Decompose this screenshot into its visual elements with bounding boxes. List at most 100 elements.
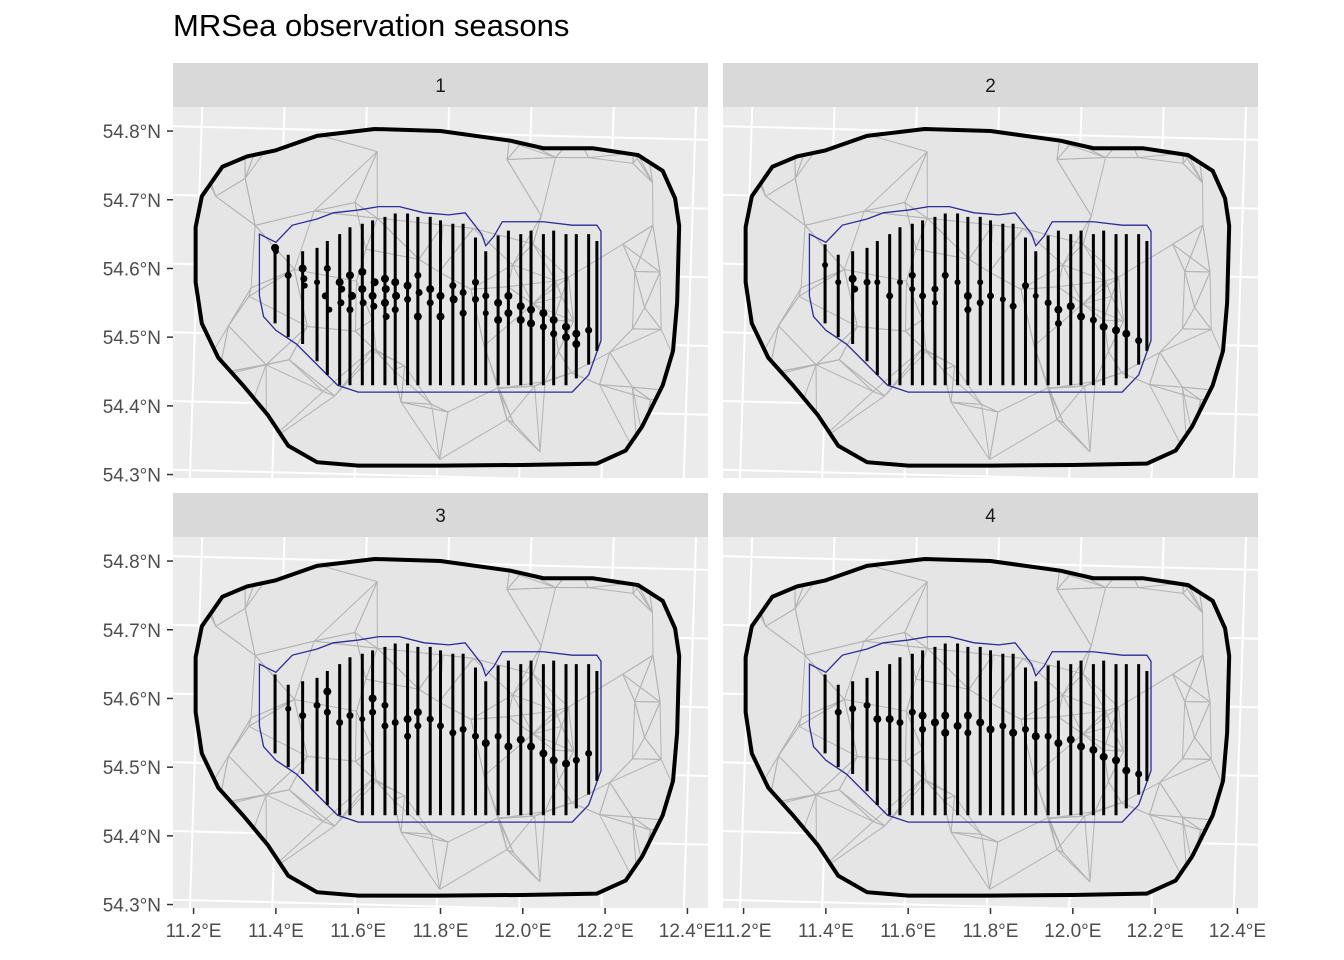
mesh-edge <box>254 210 315 226</box>
observation-point <box>471 732 479 740</box>
mesh-edge <box>1194 701 1211 738</box>
observation-point <box>953 721 962 730</box>
observation-point <box>314 279 321 286</box>
mesh-edge <box>1082 215 1092 245</box>
mesh-edge <box>307 325 356 332</box>
mesh-edge <box>838 789 885 827</box>
mesh-edge <box>1084 816 1091 882</box>
mesh-edge <box>1059 141 1106 158</box>
mesh-edge <box>1056 849 1064 854</box>
mesh-edge <box>950 795 956 833</box>
x-tick-label: 12.4°E <box>659 921 716 942</box>
mesh-edge <box>532 645 542 675</box>
mesh-edge <box>334 777 374 827</box>
observation-point <box>572 756 580 764</box>
mesh-edge <box>838 326 858 361</box>
mesh-edge <box>506 587 556 591</box>
observation-point <box>849 705 857 713</box>
mesh-edge <box>365 678 420 690</box>
observation-point <box>919 292 927 300</box>
mesh-edge <box>438 228 474 273</box>
mesh-edge <box>634 224 654 272</box>
observation-point <box>494 732 502 740</box>
mesh-edge <box>571 351 611 374</box>
mesh-edge <box>506 589 542 647</box>
observation-point <box>963 291 972 300</box>
mesh-edge <box>313 581 378 642</box>
mesh-edge <box>863 581 928 642</box>
mesh-edge <box>609 758 633 783</box>
mesh-edge <box>1103 319 1124 322</box>
x-tick-label: 12.4°E <box>1209 921 1266 942</box>
mesh-edge <box>644 737 662 760</box>
observation-point <box>414 271 422 279</box>
mesh-edge <box>1082 706 1119 735</box>
observation-point <box>482 292 490 300</box>
mesh-edge <box>884 347 924 397</box>
mesh-edge <box>815 326 858 366</box>
mesh-edge <box>1094 781 1109 812</box>
mesh-edge <box>534 816 541 882</box>
observation-point <box>368 291 377 300</box>
mesh-edge <box>1138 587 1183 594</box>
observation-point <box>550 330 558 338</box>
observation-point <box>896 719 904 726</box>
mesh-edge <box>609 352 633 388</box>
mesh-edge <box>942 799 982 835</box>
mesh-edge <box>322 347 374 392</box>
mesh-edge <box>1209 271 1212 330</box>
mesh-edge <box>951 831 982 835</box>
observation-point <box>539 323 547 331</box>
mesh-edge <box>1063 852 1091 883</box>
inner-boundary <box>258 635 602 823</box>
mesh-edge <box>1056 587 1106 591</box>
mesh-edge <box>1149 814 1201 831</box>
mesh-edge <box>631 701 636 759</box>
observation-point <box>822 262 829 269</box>
mesh-edge <box>838 359 885 397</box>
mesh-edge <box>1184 654 1204 702</box>
mesh-edge <box>288 359 335 397</box>
observation-point <box>1044 299 1052 307</box>
mesh-edge <box>634 701 661 703</box>
observation-point <box>585 749 593 757</box>
mesh-edge <box>1022 228 1064 266</box>
observation-point <box>1032 292 1039 299</box>
observation-point <box>941 271 949 279</box>
mesh-edge <box>950 401 991 460</box>
observation-point <box>426 285 435 294</box>
mesh-edge <box>1056 571 1060 590</box>
observation-point <box>298 264 307 273</box>
y-tick-label: 54.8°N <box>103 122 161 143</box>
observation-point <box>986 725 995 734</box>
observation-point <box>572 340 581 349</box>
mesh-edge <box>838 359 874 392</box>
mesh-edge <box>609 758 662 783</box>
observation-point <box>1009 728 1018 737</box>
mesh-edge <box>438 271 472 290</box>
observation-point <box>338 285 346 293</box>
mesh-edge <box>288 326 308 361</box>
mesh-edge <box>800 655 806 718</box>
mesh-edge <box>922 347 944 371</box>
gridline-lat <box>723 898 1086 908</box>
mesh-edge <box>1182 593 1203 614</box>
y-tick-label: 54.5°N <box>103 758 161 779</box>
mesh-edge <box>472 228 514 266</box>
mesh-edge <box>354 281 357 332</box>
mesh-edge <box>794 608 806 656</box>
observation-point <box>1112 756 1121 765</box>
chart-title: MRSea observation seasons <box>173 8 570 43</box>
observation-point <box>1044 732 1052 740</box>
mesh-edge <box>544 781 559 812</box>
observation-point <box>572 329 581 338</box>
mesh-edge <box>778 755 817 796</box>
x-tick-label: 12.2°E <box>1126 921 1183 942</box>
mesh-edge <box>1183 582 1203 613</box>
mesh-edge <box>632 593 653 614</box>
mesh-edge <box>265 789 290 796</box>
mesh-edge <box>248 725 308 757</box>
mesh-edge <box>1020 716 1058 720</box>
observation-point <box>527 305 536 314</box>
mesh-edge <box>599 352 611 385</box>
